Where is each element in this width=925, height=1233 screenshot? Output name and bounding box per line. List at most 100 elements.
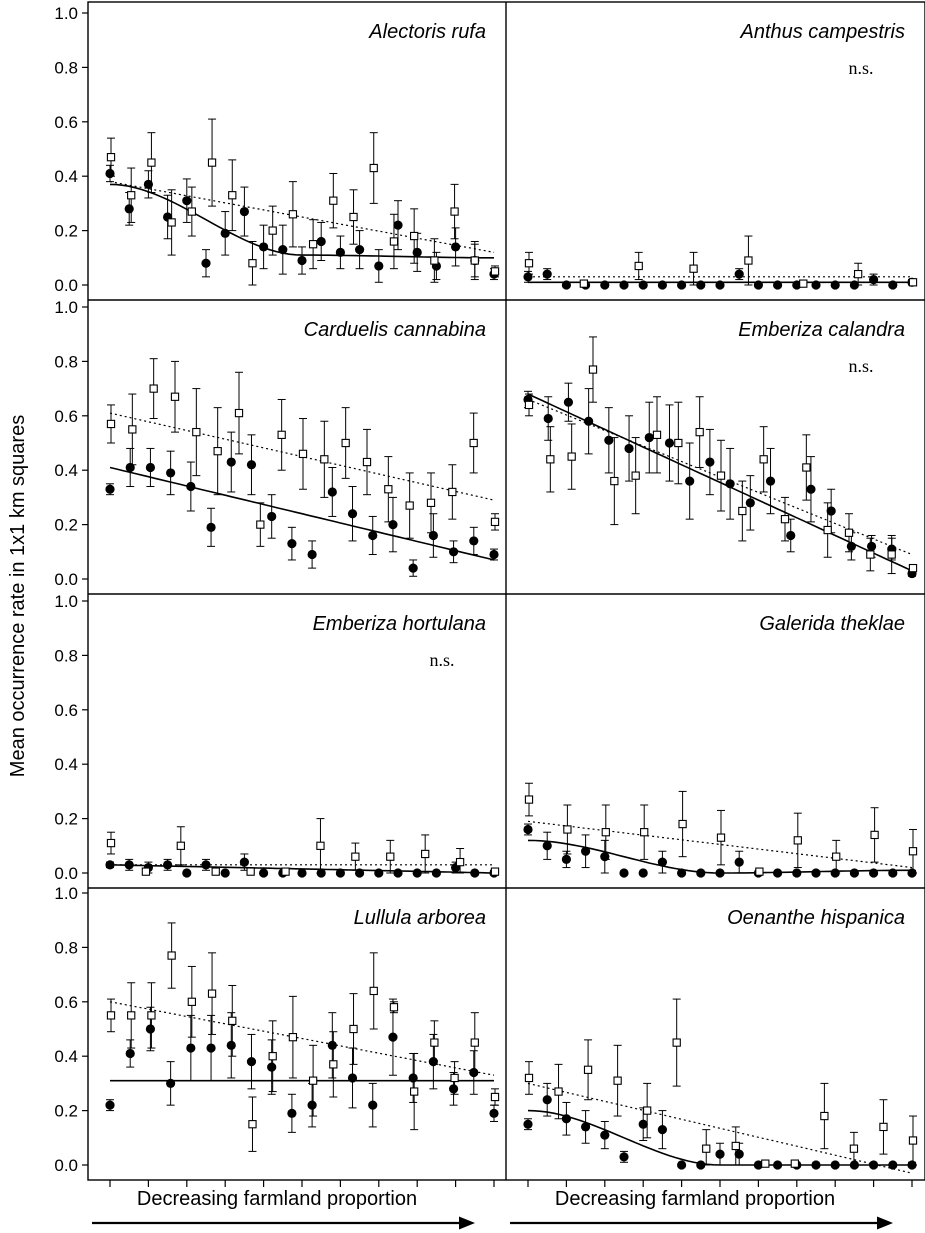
data-point-filled <box>124 204 134 214</box>
data-point-open <box>780 515 790 524</box>
data-point-open <box>470 1038 479 1047</box>
panels: Alectoris rufa Anthus campestris n.s. Cardu… <box>105 21 918 1174</box>
data-point-open <box>405 501 414 510</box>
x-axis-label-right: Decreasing farmland proportion <box>555 1188 835 1210</box>
data-point-filled <box>869 274 879 285</box>
data-point-open <box>147 158 156 167</box>
data-point-filled <box>753 1160 764 1170</box>
data-point-filled <box>287 1108 297 1118</box>
data-point-filled <box>830 280 840 290</box>
data-point-filled <box>431 868 441 878</box>
data-point-filled <box>657 857 668 867</box>
data-point-filled <box>307 1100 317 1110</box>
data-point-open <box>316 841 325 850</box>
data-point-open <box>469 438 478 448</box>
data-point-filled <box>685 476 695 486</box>
y-tick-label: 0.4 <box>54 1047 78 1066</box>
data-point-filled <box>166 468 176 478</box>
data-point-open <box>887 550 896 559</box>
x-axis-arrow-left <box>92 1216 475 1230</box>
data-point-open <box>256 520 265 529</box>
data-point-filled <box>581 846 591 856</box>
data-point-filled <box>145 1024 156 1034</box>
data-point-open <box>470 256 479 265</box>
x-ticks <box>109 1180 913 1187</box>
data-point-open <box>410 231 419 241</box>
y-tick-label: 0.2 <box>54 1102 78 1121</box>
data-point-open <box>802 463 811 472</box>
data-point-filled <box>786 530 796 541</box>
panel-title: Emberiza hortulana <box>313 613 486 635</box>
panel-title: Carduelis cannabina <box>304 319 486 341</box>
data-point-filled <box>186 1043 196 1053</box>
data-point-open <box>448 487 457 497</box>
data-point-open <box>908 1136 918 1145</box>
data-point-open <box>761 1159 770 1168</box>
data-point-filled <box>220 228 230 238</box>
data-point-filled <box>393 220 403 230</box>
data-point-filled <box>393 868 403 878</box>
data-point-filled <box>773 868 783 878</box>
data-point-open <box>248 259 257 268</box>
data-point-open <box>341 438 350 448</box>
data-point-open <box>192 427 201 437</box>
trend-line-dotted <box>109 181 495 253</box>
panel-frames <box>87 1 925 1181</box>
panel-emberiza-calandra: Emberiza calandra n.s. <box>523 319 918 579</box>
data-point-open <box>106 1011 116 1020</box>
data-point-filled <box>734 857 744 867</box>
y-tick-label: 0.0 <box>54 570 78 589</box>
data-point-filled <box>451 242 461 252</box>
data-point-filled <box>448 547 459 557</box>
data-point-filled <box>307 549 317 560</box>
data-point-open <box>674 438 683 448</box>
panel-title: Alectoris rufa <box>368 21 486 43</box>
data-point-open <box>308 240 318 249</box>
data-point-filled <box>105 1100 115 1110</box>
data-point-open <box>613 1076 622 1085</box>
data-point-open <box>288 210 298 219</box>
data-point-open <box>610 476 619 486</box>
data-point-open <box>672 1038 681 1047</box>
data-point-filled <box>220 868 230 878</box>
data-point-open <box>832 852 841 861</box>
data-point-open <box>908 278 918 287</box>
data-point-filled <box>773 1160 783 1170</box>
y-ticks: 0.00.20.40.60.81.00.00.20.40.60.81.00.00… <box>54 4 88 1175</box>
data-point-filled <box>584 416 594 426</box>
data-point-open <box>329 1060 338 1069</box>
panel-title: Oenanthe hispanica <box>727 907 905 929</box>
panel-title: Galerida theklae <box>759 613 905 635</box>
data-point-filled <box>644 432 654 443</box>
data-point-open <box>755 867 764 876</box>
data-point-open <box>213 447 222 456</box>
data-point-filled <box>182 868 192 878</box>
data-point-filled <box>448 1084 459 1094</box>
data-point-filled <box>696 868 706 878</box>
data-point-filled <box>765 476 776 486</box>
panel-lullula-arborea: Lullula arborea <box>105 907 500 1152</box>
data-point-filled <box>849 868 860 878</box>
y-tick-label: 1.0 <box>54 4 78 23</box>
y-tick-label: 0.6 <box>54 701 78 720</box>
data-point-open <box>563 825 572 834</box>
data-point-filled <box>166 1078 176 1088</box>
data-point-filled <box>105 484 115 494</box>
data-point-open <box>866 550 875 559</box>
data-point-open <box>246 867 255 876</box>
y-tick-label: 0.2 <box>54 516 78 535</box>
y-tick-label: 0.4 <box>54 755 78 774</box>
data-point-filled <box>287 539 297 549</box>
data-point-open <box>298 449 308 459</box>
data-point-filled <box>773 280 783 290</box>
data-point-open <box>228 1016 237 1025</box>
data-point-filled <box>297 868 307 878</box>
data-point-open <box>281 867 290 876</box>
data-point-open <box>149 384 158 393</box>
data-point-filled <box>267 1062 277 1072</box>
data-point-open <box>731 1141 740 1151</box>
data-point-filled <box>600 280 610 290</box>
panel-title: Anthus campestris <box>739 21 905 43</box>
data-point-open <box>579 279 589 288</box>
data-point-open <box>106 153 116 162</box>
